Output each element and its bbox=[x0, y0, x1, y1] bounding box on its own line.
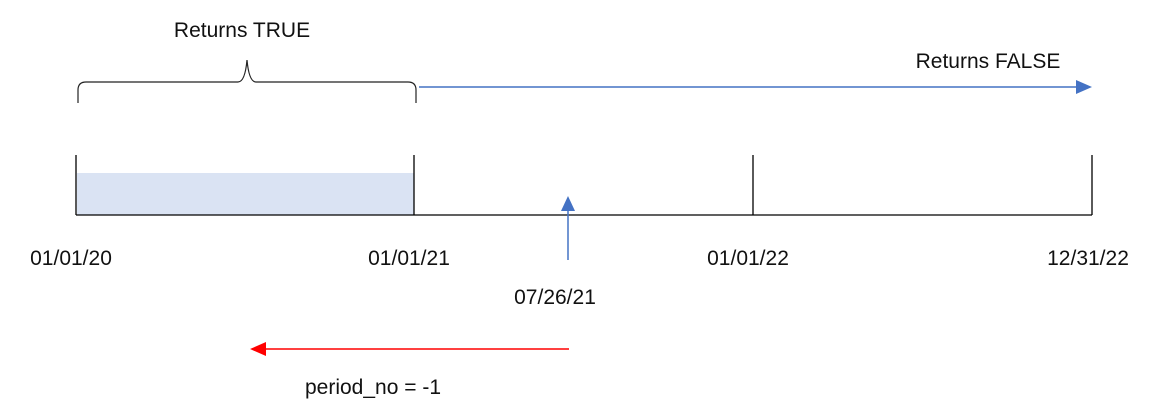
marker-arrowhead bbox=[561, 196, 575, 211]
date-label-1: 01/01/21 bbox=[368, 247, 450, 270]
true-range-brace bbox=[77, 59, 417, 103]
period-label: period_no = -1 bbox=[305, 376, 441, 399]
true-range-highlight bbox=[77, 173, 414, 215]
date-label-3: 12/31/22 bbox=[1047, 247, 1129, 270]
false-arrowhead bbox=[1076, 80, 1092, 94]
returns-true-label: Returns TRUE bbox=[174, 19, 310, 42]
date-label-0: 01/01/20 bbox=[30, 247, 112, 270]
marker-date-label: 07/26/21 bbox=[514, 286, 596, 309]
date-label-2: 01/01/22 bbox=[707, 247, 789, 270]
period-arrowhead bbox=[250, 342, 266, 356]
returns-false-label: Returns FALSE bbox=[916, 50, 1061, 73]
